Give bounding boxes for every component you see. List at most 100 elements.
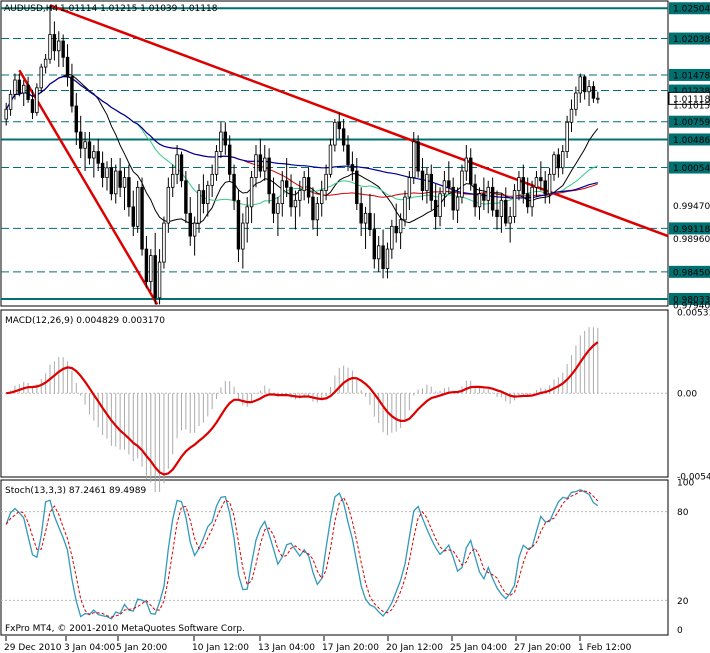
candle-bull <box>320 190 324 204</box>
stoch-title: Stoch(13,3,3) 87.2461 89.4989 <box>5 486 146 496</box>
candle-bull <box>333 121 337 146</box>
price-tick-label: 1.00054 <box>673 164 710 174</box>
candle-bull <box>324 173 328 191</box>
candle-bear <box>543 180 547 195</box>
candle-bear <box>359 203 363 224</box>
candle-bear <box>416 141 420 172</box>
price-label-box <box>669 292 710 305</box>
time-tick-label: 3 Jan 04:00 <box>64 643 116 653</box>
price-tick-label: 0.98450 <box>673 268 710 278</box>
candle-bull <box>22 84 26 94</box>
candle-bear <box>223 131 228 146</box>
price-tick-label: 1.01118 <box>673 95 710 105</box>
price-panel-frame <box>0 0 669 307</box>
candle-bear <box>179 154 184 182</box>
moving-averages <box>5 73 599 225</box>
price-label-box <box>669 32 710 45</box>
candle-bear <box>127 177 131 208</box>
price-label-box <box>669 68 710 81</box>
candle-bull <box>530 186 534 208</box>
candle-bull <box>534 177 539 188</box>
candle-bull <box>276 203 280 214</box>
candle-bear <box>271 193 276 214</box>
candle-bull <box>407 177 412 198</box>
candle-bull <box>219 131 223 152</box>
candle-bull <box>512 190 517 217</box>
time-tick-label: 1 Feb 12:00 <box>578 643 632 653</box>
time-tick-label: 27 Jan 20:00 <box>514 643 571 653</box>
candle-bull <box>4 108 8 120</box>
candle-bull <box>43 58 48 68</box>
price-tick-label: 0.99118 <box>673 225 710 235</box>
price-label-box <box>669 222 710 235</box>
candle-bear <box>420 170 425 191</box>
candle-bear <box>556 154 561 169</box>
time-tick-label: 17 Jan 20:00 <box>322 643 379 653</box>
candle-bull <box>298 190 302 201</box>
candle-bear <box>381 245 385 269</box>
candle-bull <box>363 212 368 224</box>
candle-bear <box>539 177 543 182</box>
candle-bear <box>591 86 596 99</box>
candle-bull <box>135 186 140 227</box>
candle-bear <box>100 162 105 178</box>
time-tick-label: 20 Jan 12:00 <box>386 643 443 653</box>
price-tick-label: 0.98960 <box>673 235 710 245</box>
candle-bull <box>425 173 429 191</box>
price-tick-label: 1.01015 <box>673 102 710 112</box>
candle-bear <box>87 141 92 159</box>
candle-bear <box>30 99 35 113</box>
candle-bull <box>455 196 460 211</box>
candle-bear <box>372 229 377 260</box>
candle-bear <box>306 177 311 198</box>
candle-bull <box>561 151 565 169</box>
candle-bull <box>48 34 52 60</box>
candle-bull <box>92 151 96 159</box>
candle-bear <box>78 131 83 149</box>
price-tick-label: 1.02504 <box>673 5 710 15</box>
candle-bull <box>175 154 179 175</box>
stoch-signal-line <box>5 490 599 618</box>
candle-bear <box>433 199 438 217</box>
price-tick-label: 1.02038 <box>673 35 710 45</box>
candle-bull <box>302 177 306 191</box>
candle-bull <box>587 86 591 93</box>
stoch-tick-label: 20 <box>677 597 689 607</box>
candle-bull <box>206 184 210 204</box>
macd-title: MACD(12,26,9) 0.004829 0.003170 <box>5 316 165 326</box>
stoch-tick-label: 80 <box>677 508 689 518</box>
candle-bear <box>26 84 30 100</box>
candle-bull <box>245 206 249 224</box>
candle-bull <box>403 196 407 221</box>
ohlc-header: 1.01114 1.01215 1.01039 1.01118 <box>60 4 218 14</box>
candle-bull <box>214 151 219 175</box>
candle-bull <box>162 222 166 263</box>
symbol-header: AUDUSD,H4 <box>4 4 59 14</box>
time-tick-label: 10 Jan 12:00 <box>192 643 249 653</box>
candle-bear <box>495 209 499 217</box>
candle-bull <box>477 193 482 208</box>
candle-bear <box>582 76 587 93</box>
candle-bull <box>315 203 320 221</box>
candle-bear <box>74 105 79 133</box>
candle-bear <box>188 212 192 237</box>
candle-bull <box>263 157 267 172</box>
candle-bear <box>311 196 315 221</box>
candle-bull <box>460 170 464 198</box>
candle-bull <box>508 216 512 224</box>
stoch-plot: 100 80 20 0 <box>1 479 694 636</box>
time-axis: 29 Dec 2010 3 Jan 04:00 5 Jan 20:00 10 Jan … <box>4 636 632 653</box>
candle-bull <box>171 173 175 188</box>
candle-bear <box>201 190 206 204</box>
candle-bear <box>451 186 455 211</box>
candle-bear <box>429 173 433 201</box>
candle-bull <box>547 173 552 195</box>
candle-bull <box>596 97 600 100</box>
candle-bull <box>385 248 390 269</box>
candle-bear <box>267 157 271 195</box>
price-tick-label: 1.00759 <box>673 118 710 128</box>
candle-bull <box>578 76 582 94</box>
candle-bull <box>13 79 17 95</box>
price-label-box <box>669 115 710 128</box>
